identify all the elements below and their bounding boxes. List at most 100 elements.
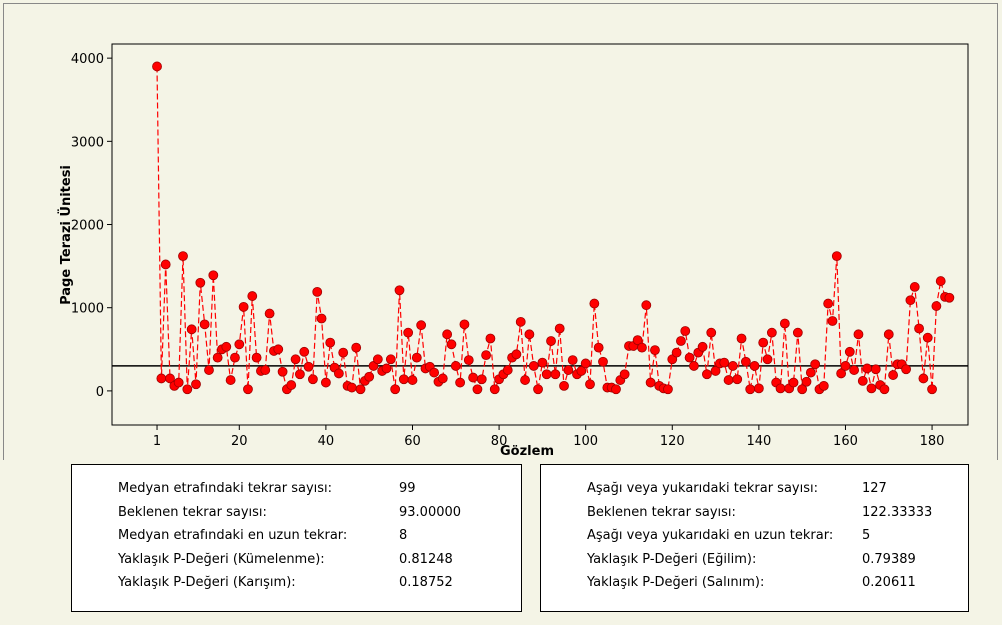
data-point (243, 384, 253, 395)
y-axis-label: Page Terazi Ünitesi (58, 165, 74, 305)
x-axis-label: Gözlem (500, 444, 554, 459)
stat-label: Yaklaşık P-Değeri (Karışım): (118, 575, 296, 590)
data-point (637, 342, 647, 353)
data-point (251, 352, 262, 363)
stat-row: Beklenen tekrar sayısı: 122.33333 (541, 501, 968, 525)
data-point (810, 359, 821, 370)
data-point (671, 347, 682, 358)
data-point (853, 329, 864, 340)
stat-label: Beklenen tekrar sayısı: (118, 504, 267, 520)
y-tick-label: 4000 (71, 52, 104, 67)
data-point (589, 298, 600, 309)
data-point (295, 369, 305, 380)
stat-row: Yaklaşık P-Değeri (Salınım): 0.20611 (541, 571, 968, 595)
stat-label: Yaklaşık P-Değeri (Kümelenme): (118, 551, 325, 567)
data-point (866, 383, 877, 394)
data-point (520, 375, 530, 385)
stats-right: Aşağı veya yukarıdaki tekrar sayısı: 127 B… (540, 464, 969, 612)
data-point (316, 313, 327, 324)
stat-row: Yaklaşık P-Değeri (Karışım): 0.18752 (72, 571, 521, 595)
data-point (580, 358, 591, 369)
data-point (303, 361, 314, 372)
data-point (619, 369, 630, 380)
data-point (485, 333, 496, 344)
data-point (403, 327, 414, 338)
data-point (502, 365, 513, 375)
data-point (308, 374, 318, 385)
data-point (459, 319, 470, 330)
data-point (407, 375, 418, 385)
data-point (178, 251, 188, 262)
data-point (611, 384, 621, 395)
data-point (927, 384, 937, 395)
data-point (381, 363, 392, 374)
data-point (299, 346, 310, 357)
data-point (805, 367, 816, 378)
x-tick-label: 80 (491, 434, 508, 449)
stat-value: 0.79389 (862, 551, 916, 567)
data-point (684, 352, 695, 363)
stat-row: Aşağı veya yukarıdaki tekrar sayısı: 127 (541, 477, 968, 501)
chart: Gözlem Page Terazi Ünitesi 0 1000 2000 3000… (3, 3, 998, 460)
stat-value: 93.00000 (399, 504, 462, 520)
data-point (931, 301, 942, 311)
data-point (160, 259, 171, 270)
x-tick-label: 40 (318, 434, 335, 449)
stat-row: Beklenen tekrar sayısı: 93.00000 (72, 501, 521, 525)
data-point (740, 356, 751, 367)
data-point (481, 350, 491, 361)
data-point (277, 366, 288, 377)
data-point (749, 361, 760, 371)
data-point (199, 319, 210, 330)
data-point (719, 357, 730, 368)
data-point (450, 361, 461, 371)
data-point (563, 365, 574, 375)
stat-value: 0.18752 (399, 575, 453, 590)
data-point (489, 384, 500, 395)
y-tick-label: 2000 (71, 219, 104, 234)
data-point (593, 342, 604, 353)
data-point (779, 318, 790, 329)
data-point (914, 323, 924, 334)
data-point (537, 357, 548, 368)
data-point (528, 361, 539, 371)
data-point (212, 352, 223, 363)
data-point (173, 377, 184, 388)
data-point (598, 356, 608, 367)
data-point (416, 320, 427, 331)
data-point (511, 349, 522, 360)
data-point (909, 282, 920, 292)
data-point (195, 277, 206, 288)
data-point (550, 369, 561, 380)
data-point (273, 344, 284, 355)
data-point (680, 326, 691, 336)
data-point (411, 352, 422, 363)
data-point (554, 323, 565, 334)
data-point (732, 374, 743, 385)
data-point (476, 374, 487, 385)
data-point (840, 361, 851, 371)
y-tick-label: 3000 (71, 135, 104, 150)
data-point (632, 335, 643, 346)
data-point (697, 341, 708, 352)
data-point (663, 384, 673, 395)
data-point (398, 374, 409, 385)
data-point (312, 286, 323, 297)
data-point (156, 373, 167, 384)
data-point (775, 383, 786, 394)
stat-row: Medyan etrafındaki en uzun tekrar: 8 (72, 524, 521, 548)
data-point (364, 371, 375, 382)
stat-label: Yaklaşık P-Değeri (Eğilim): (587, 551, 757, 567)
x-tick-label: 20 (231, 434, 248, 449)
data-point (541, 369, 552, 380)
data-point (320, 377, 331, 388)
x-tick-label: 100 (573, 434, 598, 449)
data-point (797, 384, 808, 395)
data-point (676, 336, 686, 346)
data-point (346, 382, 357, 393)
stat-value: 0.20611 (862, 575, 916, 590)
stat-value: 122.33333 (862, 504, 933, 520)
plot-frame (111, 43, 969, 426)
data-point (290, 354, 301, 365)
data-point (905, 295, 916, 306)
